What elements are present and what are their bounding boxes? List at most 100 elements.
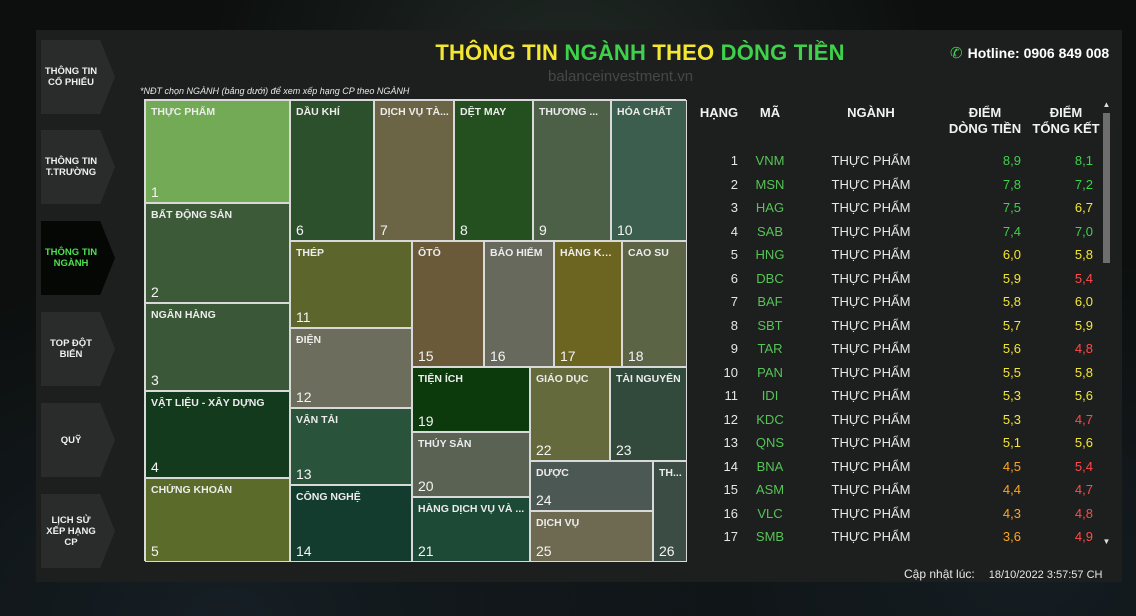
treemap-cell-number: 13	[296, 466, 312, 482]
rank-cell: 7	[730, 294, 738, 309]
sidebar-item-stock-info[interactable]: THÔNG TIN CỔ PHIẾU	[41, 40, 115, 114]
table-row[interactable]: 17 SMB THỰC PHẨM 3,6 4,9	[696, 525, 1100, 549]
industry-cell: THỰC PHẨM	[831, 270, 911, 286]
treemap-cell[interactable]: BẢO HIỂM 16	[484, 241, 554, 367]
header-line: ĐIỂM	[968, 105, 1002, 120]
treemap-cell[interactable]: THỰC PHẨM 1	[145, 100, 290, 203]
treemap-cell[interactable]: CAO SU 18	[622, 241, 687, 367]
scroll-down-icon[interactable]: ▼	[1102, 537, 1111, 546]
treemap-cell[interactable]: TH... 26	[653, 461, 687, 562]
sidebar-item-market-info[interactable]: THÔNG TIN T.TRƯỜNG	[41, 130, 115, 204]
treemap-cell[interactable]: DẦU KHÍ 6	[290, 100, 374, 241]
table-row[interactable]: 8 SBT THỰC PHẨM 5,7 5,9	[696, 314, 1100, 338]
industry-cell: THỰC PHẨM	[831, 294, 911, 309]
treemap-cell[interactable]: HÀNG KH... 17	[554, 241, 622, 367]
treemap-cell[interactable]: CÔNG NGHỆ 14	[290, 485, 412, 562]
treemap-cell[interactable]: CHỨNG KHOÁN 5	[145, 478, 290, 562]
code-cell: DBC	[756, 270, 784, 286]
table-row[interactable]: 3 HAG THỰC PHẨM 7,5 6,7	[696, 196, 1100, 220]
table-row[interactable]: 15 ASM THỰC PHẨM 4,4 4,7	[696, 478, 1100, 502]
treemap-cell[interactable]: HÓA CHẤT 10	[611, 100, 687, 241]
industry-cell: THỰC PHẨM	[831, 200, 911, 215]
treemap-cell[interactable]: THƯƠNG ... 9	[533, 100, 611, 241]
code-cell: HAG	[755, 200, 785, 215]
treemap-cell-label: CHỨNG KHOÁN	[151, 484, 233, 496]
hotline-text: Hotline: 0906 849 008	[967, 45, 1110, 61]
treemap-cell-label: CÔNG NGHỆ	[296, 491, 361, 503]
code-cell: HNG	[755, 247, 785, 262]
sidebar-item-funds[interactable]: QUỸ	[41, 403, 115, 477]
rank-cell: 8	[730, 317, 738, 333]
treemap-cell[interactable]: HÀNG DỊCH VỤ VÀ ... 21	[412, 497, 530, 562]
table-row[interactable]: 12 KDC THỰC PHẨM 5,3 4,7	[696, 408, 1100, 432]
treemap-cell[interactable]: DƯỢC 24	[530, 461, 653, 511]
treemap-cell-number: 21	[418, 543, 434, 559]
treemap-cell-number: 8	[460, 222, 468, 238]
table-row[interactable]: 2 MSN THỰC PHẨM 7,8 7,2	[696, 173, 1100, 197]
treemap-cell[interactable]: BẤT ĐỘNG SẢN 2	[145, 203, 290, 303]
table-row[interactable]: 11 IDI THỰC PHẨM 5,3 5,6	[696, 384, 1100, 408]
rank-cell: 17	[723, 529, 738, 544]
code-cell: VLC	[757, 505, 783, 521]
code-cell: BNA	[756, 458, 784, 474]
table-row[interactable]: 4 SAB THỰC PHẨM 7,4 7,0	[696, 220, 1100, 244]
treemap-cell-number: 6	[296, 222, 304, 238]
scroll-up-icon[interactable]: ▲	[1102, 100, 1111, 109]
total-score-cell: 7,0	[1074, 223, 1093, 239]
treemap-cell[interactable]: DỆT MAY 8	[454, 100, 533, 241]
treemap-cell[interactable]: DỊCH VỤ TÀ... 7	[374, 100, 454, 241]
treemap-cell[interactable]: THÉP 11	[290, 241, 412, 328]
update-label: Cập nhật lúc:	[904, 567, 975, 581]
treemap-cell-label: ÔTÔ	[418, 247, 441, 259]
sidebar-item-label: THÔNG TIN T.TRƯỜNG	[44, 156, 98, 178]
rank-cell: 13	[723, 435, 738, 450]
total-score-cell: 5,4	[1074, 270, 1093, 286]
treemap-cell[interactable]: NGÂN HÀNG 3	[145, 303, 290, 391]
table-row[interactable]: 16 VLC THỰC PHẨM 4,3 4,8	[696, 502, 1100, 526]
rank-cell: 15	[723, 482, 738, 497]
title-part: DÒNG TIỀN	[720, 40, 845, 65]
treemap-cell[interactable]: TÀI NGUYÊN 23	[610, 367, 687, 461]
table-row[interactable]: 14 BNA THỰC PHẨM 4,5 5,4	[696, 455, 1100, 479]
scroll-thumb[interactable]	[1103, 113, 1110, 263]
treemap-cell[interactable]: TIỆN ÍCH 19	[412, 367, 530, 432]
total-score-cell: 5,8	[1074, 364, 1093, 380]
rank-cell: 5	[730, 247, 738, 262]
treemap-cell[interactable]: ĐIỆN 12	[290, 328, 412, 408]
industry-treemap: THỰC PHẨM 1 BẤT ĐỘNG SẢN 2 NGÂN HÀNG 3 VẬT LIỆ…	[144, 99, 687, 562]
header-total-score: ĐIỂM TỔNG KẾT	[1032, 105, 1100, 137]
rank-cell: 16	[723, 505, 738, 521]
table-row[interactable]: 13 QNS THỰC PHẨM 5,1 5,6	[696, 431, 1100, 455]
treemap-cell[interactable]: VẬT LIỆU - XÂY DỰNG 4	[145, 391, 290, 478]
treemap-cell-number: 3	[151, 372, 159, 388]
treemap-cell[interactable]: ÔTÔ 15	[412, 241, 484, 367]
treemap-cell[interactable]: VẬN TẢI 13	[290, 408, 412, 485]
total-score-cell: 4,9	[1074, 529, 1093, 544]
title-part: THEO	[646, 40, 721, 65]
rank-cell: 2	[730, 176, 738, 192]
treemap-cell[interactable]: DỊCH VỤ 25	[530, 511, 653, 562]
table-scrollbar[interactable]: ▲ ▼	[1101, 99, 1112, 551]
table-row[interactable]: 1 VNM THỰC PHẨM 8,9 8,1	[696, 149, 1100, 173]
header-cashflow-score: ĐIỂM DÒNG TIỀN	[942, 105, 1028, 137]
instruction-note: *NĐT chọn NGÀNH (bảng dưới) để xem xếp h…	[140, 86, 410, 96]
sidebar-item-top-breakout[interactable]: TOP ĐỘT BIẾN	[41, 312, 115, 386]
industry-cell: THỰC PHẨM	[831, 435, 911, 450]
rank-cell: 14	[723, 458, 738, 474]
table-row[interactable]: 10 PAN THỰC PHẨM 5,5 5,8	[696, 361, 1100, 385]
industry-cell: THỰC PHẨM	[831, 223, 911, 239]
table-row[interactable]: 9 TAR THỰC PHẨM 5,6 4,8	[696, 337, 1100, 361]
header-line: ĐIỂM	[1049, 105, 1083, 120]
code-cell: PAN	[757, 364, 783, 380]
sidebar-item-ranking-history[interactable]: LỊCH SỬ XẾP HẠNG CP	[41, 494, 115, 568]
sidebar-item-label: TOP ĐỘT BIẾN	[50, 338, 92, 360]
treemap-cell[interactable]: GIÁO DỤC 22	[530, 367, 610, 461]
table-row[interactable]: 5 HNG THỰC PHẨM 6,0 5,8	[696, 243, 1100, 267]
watermark: balanceinvestment.vn	[548, 68, 694, 85]
cashflow-score-cell: 7,4	[1002, 223, 1021, 239]
table-row[interactable]: 6 DBC THỰC PHẨM 5,9 5,4	[696, 267, 1100, 291]
treemap-cell-number: 14	[296, 543, 312, 559]
table-row[interactable]: 7 BAF THỰC PHẨM 5,8 6,0	[696, 290, 1100, 314]
treemap-cell[interactable]: THỦY SẢN 20	[412, 432, 530, 497]
sidebar-item-industry-info[interactable]: THÔNG TIN NGÀNH	[41, 221, 115, 295]
